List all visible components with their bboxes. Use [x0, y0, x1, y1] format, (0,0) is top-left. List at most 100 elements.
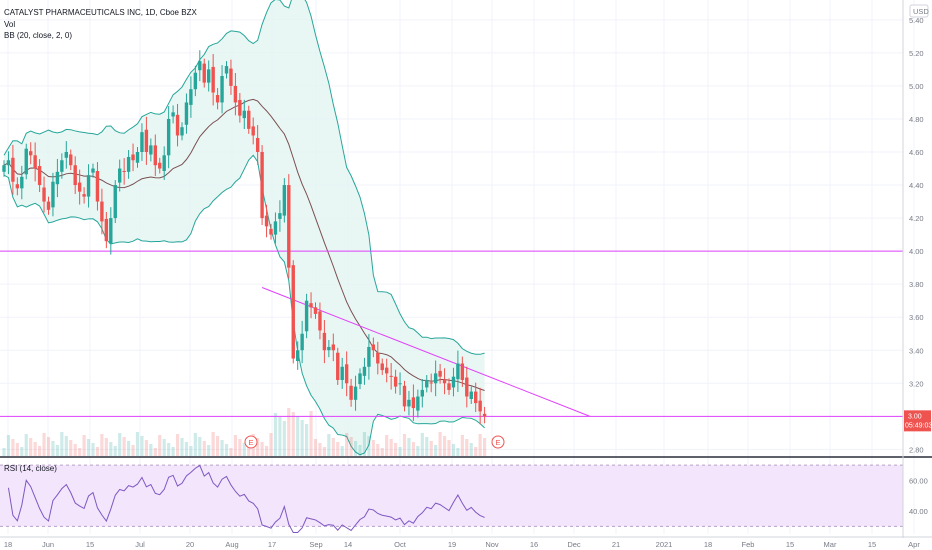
candle: [291, 265, 295, 359]
time-tick-label: 19: [448, 540, 456, 549]
candle: [411, 397, 416, 409]
volume-bar: [144, 440, 148, 456]
price-tick-label: 3.40: [909, 346, 924, 355]
time-tick-label: 15: [868, 540, 876, 549]
volume-bar: [20, 447, 24, 456]
volume-bar: [434, 445, 438, 456]
time-tick-label: 2021: [656, 540, 673, 549]
volume-bar: [264, 446, 269, 456]
candle: [309, 303, 313, 308]
volume-bar: [331, 438, 335, 456]
candle: [118, 168, 122, 183]
volume-bar: [456, 448, 460, 456]
volume-bar: [224, 444, 229, 456]
rsi-line: [7, 464, 485, 533]
time-tick-label: Dec: [567, 540, 581, 549]
volume-bar: [411, 442, 415, 456]
volume-bar: [220, 440, 224, 456]
volume-bar: [175, 434, 180, 456]
volume-bar: [362, 432, 367, 456]
volume-bar: [358, 445, 362, 456]
candle: [46, 201, 51, 210]
volume-bar: [336, 442, 340, 456]
volume-bar: [322, 447, 326, 456]
bollinger-bands: [3, 0, 485, 456]
volume-bar: [469, 443, 473, 456]
candle: [171, 112, 175, 117]
rsi-label: RSI (14, close): [4, 464, 57, 473]
volume-bar: [371, 440, 375, 456]
earnings-icon-letter: E: [248, 438, 253, 447]
price-tick-label: 2.80: [909, 445, 924, 454]
time-tick-label: Aug: [225, 540, 238, 549]
rsi-tick-label: 60.00: [909, 476, 928, 485]
candle: [447, 383, 451, 390]
time-tick-label: 15: [86, 540, 94, 549]
candle: [425, 380, 429, 388]
candle: [393, 376, 398, 387]
volume-bar: [86, 439, 91, 456]
volume-bar: [29, 438, 33, 456]
volume-bar: [202, 441, 206, 456]
earnings-icon-letter: E: [495, 438, 500, 447]
volume-bar: [229, 448, 233, 456]
candle: [24, 148, 28, 175]
time-tick-label: Jun: [42, 540, 54, 549]
volume-bar: [260, 442, 264, 456]
candle: [451, 376, 456, 388]
currency-box: [909, 4, 929, 18]
volume-bar: [42, 433, 46, 456]
currency-label: USD: [913, 7, 929, 16]
candle: [362, 366, 367, 376]
candle: [193, 72, 198, 90]
candle: [82, 194, 86, 197]
volume-bar: [389, 439, 393, 456]
candle: [233, 85, 238, 103]
candles: [2, 50, 487, 425]
volume-bar: [60, 432, 64, 456]
time-tick-label: 18: [4, 540, 12, 549]
candle: [327, 346, 331, 351]
volume-bar: [416, 446, 420, 456]
candle: [55, 171, 60, 185]
candle: [131, 154, 135, 161]
volume-bar: [100, 434, 104, 456]
candle: [144, 129, 149, 152]
volume-bar: [184, 442, 189, 456]
candle: [358, 373, 362, 385]
candle: [389, 375, 393, 377]
volume-bar: [460, 435, 464, 456]
candle: [100, 201, 104, 222]
candle: [380, 363, 384, 371]
candle: [2, 165, 6, 172]
volume-bar: [131, 445, 135, 456]
candle: [77, 182, 82, 192]
candle: [211, 66, 215, 93]
candle: [296, 350, 300, 361]
candle: [269, 228, 273, 235]
volume-bar: [353, 441, 358, 456]
volume-bar: [127, 441, 131, 456]
volume-bar: [282, 421, 286, 456]
candle: [6, 160, 11, 166]
volume-bar: [69, 440, 73, 456]
candle: [478, 400, 482, 412]
volume-bar: [149, 444, 153, 456]
candle: [11, 157, 15, 182]
volume-bar: [158, 435, 162, 456]
current-price-box: [904, 410, 931, 432]
candle: [429, 382, 433, 384]
volume-bar: [296, 416, 300, 456]
volume-bar: [11, 439, 15, 456]
price-tick-label: 4.80: [909, 115, 924, 124]
candle: [91, 168, 95, 173]
candle: [460, 363, 465, 380]
price-tick-label: 4.40: [909, 181, 924, 190]
volume-bar: [167, 443, 171, 456]
candle: [407, 399, 411, 407]
earnings-icon: [491, 435, 505, 449]
candle: [331, 344, 335, 351]
time-tick-label: 21: [612, 540, 620, 549]
